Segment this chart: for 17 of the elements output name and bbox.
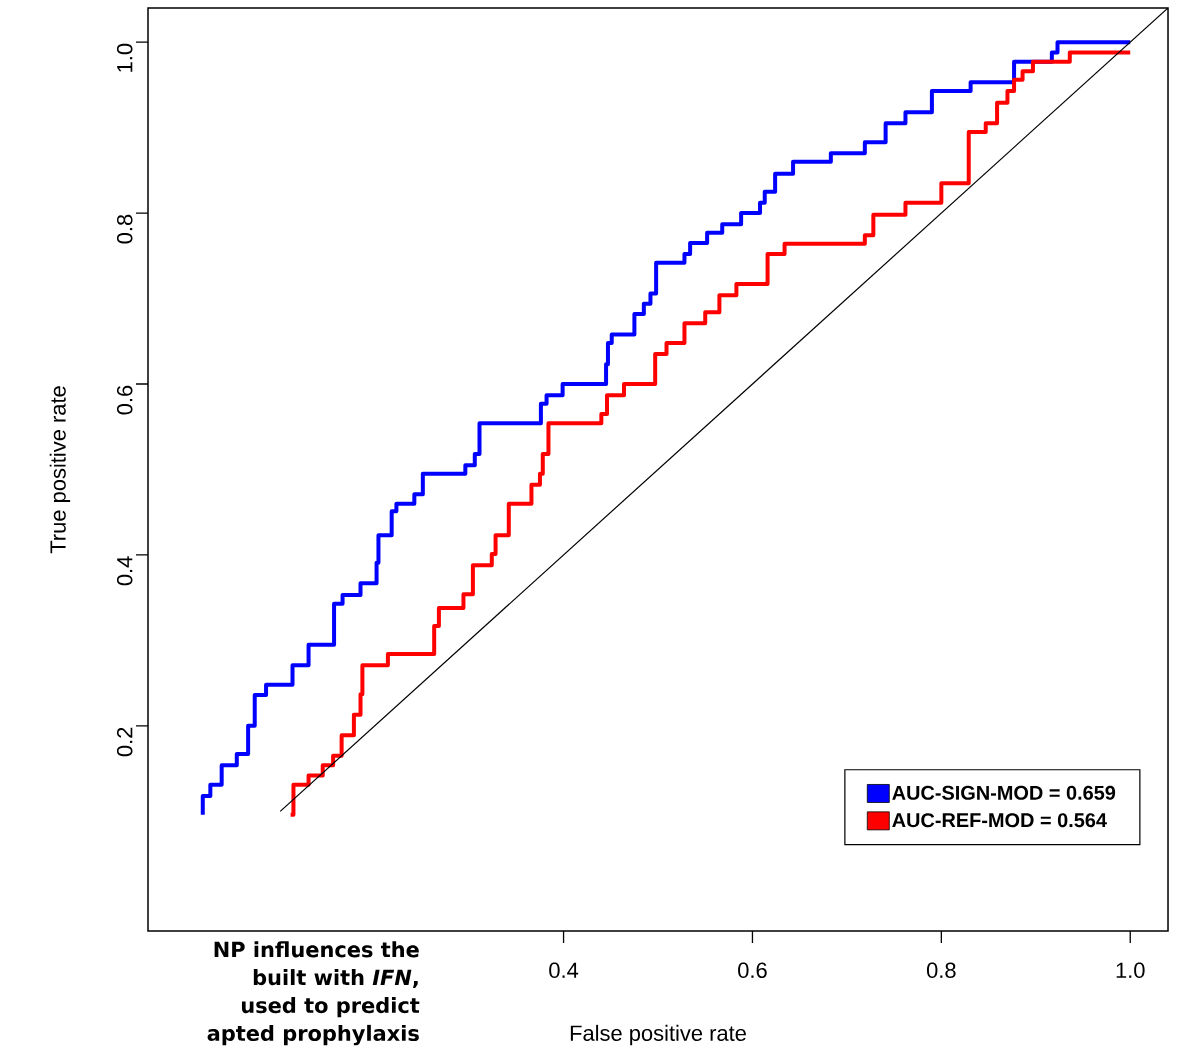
text: NP influences the xyxy=(214,941,419,958)
legend-label: AUC-SIGN-MOD = 0.659 xyxy=(892,785,1116,800)
x-tick-label: 0.8 xyxy=(926,962,956,979)
x-tick-label: 1.0 xyxy=(1116,962,1145,979)
text: used to predict xyxy=(241,996,420,1018)
y-tick-label: 0.4 xyxy=(116,556,133,586)
text: built with IFN, xyxy=(253,969,418,988)
y-tick-label: 0.2 xyxy=(116,727,133,757)
legend-label: AUC-REF-MOD = 0.564 xyxy=(892,813,1107,828)
y-tick-label: 0.6 xyxy=(116,385,133,415)
y-tick-label: 1.0 xyxy=(116,43,133,72)
y-axis-title: True positive rate xyxy=(49,386,71,554)
text: apted prophylaxis xyxy=(207,1024,419,1046)
x-axis-title: False positive rate xyxy=(570,1024,746,1046)
x-tick-label: 0.6 xyxy=(738,962,767,979)
x-tick-label: 0.4 xyxy=(549,962,579,979)
y-tick-label: 0.8 xyxy=(116,214,133,244)
